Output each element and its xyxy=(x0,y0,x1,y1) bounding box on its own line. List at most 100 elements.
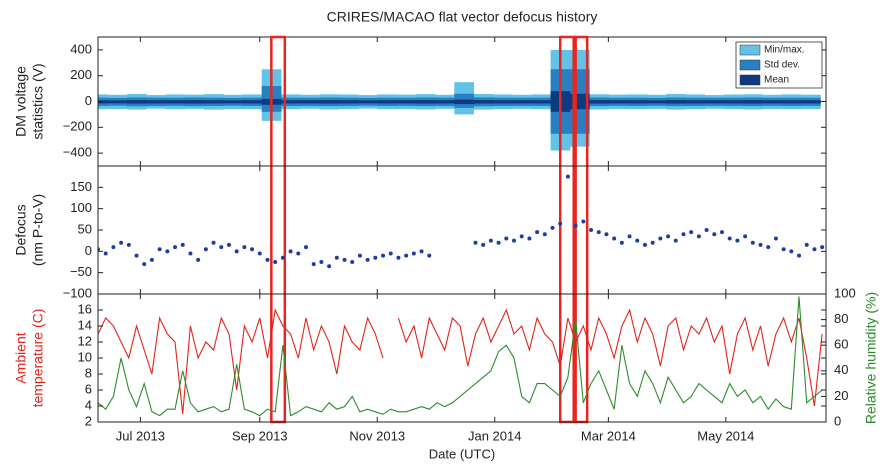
y-tick-label: 0 xyxy=(85,243,92,258)
point xyxy=(357,253,362,258)
point xyxy=(512,238,516,243)
y2-tick-label: 100 xyxy=(834,285,856,300)
band-segment xyxy=(300,100,320,104)
legend-swatch xyxy=(739,74,761,86)
point xyxy=(743,234,748,239)
point xyxy=(473,240,478,245)
point xyxy=(635,238,640,243)
point xyxy=(496,240,501,245)
band-segment xyxy=(646,100,667,104)
point xyxy=(758,242,763,247)
plot-area xyxy=(98,49,821,151)
point xyxy=(619,240,624,245)
point xyxy=(750,240,755,245)
panel-frame xyxy=(97,293,827,423)
point xyxy=(596,230,601,235)
point xyxy=(126,242,131,247)
point xyxy=(319,260,324,264)
point xyxy=(211,240,216,245)
y2-tick-label: 20 xyxy=(834,388,848,403)
point xyxy=(727,236,732,241)
y-tick-label: 100 xyxy=(70,200,92,215)
point xyxy=(789,249,794,254)
y2-axis-label: Relative humidity (%) xyxy=(863,292,879,424)
point xyxy=(342,257,347,262)
band-segment xyxy=(492,100,513,104)
band-segment xyxy=(242,100,263,104)
y-tick-label: 2 xyxy=(85,413,92,428)
band-segment xyxy=(589,100,609,104)
legend-swatch xyxy=(739,44,761,56)
y-tick-label: −50 xyxy=(70,264,92,279)
point xyxy=(481,242,486,247)
point xyxy=(327,264,332,269)
y-axis-label: statistics (V) xyxy=(30,63,46,139)
y-tick-label: −400 xyxy=(63,145,92,160)
point xyxy=(311,262,316,267)
point xyxy=(612,236,617,241)
point xyxy=(157,247,162,252)
panel-frame xyxy=(97,165,827,295)
point xyxy=(773,236,778,241)
y-axis-label: Ambient xyxy=(13,332,29,383)
y-tick-label: 14 xyxy=(78,317,92,332)
y-tick-label: −100 xyxy=(63,285,92,300)
band-segment xyxy=(184,100,205,104)
point xyxy=(581,219,586,224)
x-axis-label: Date (UTC) xyxy=(429,446,495,461)
point xyxy=(404,253,409,258)
x-tick-label: May 2014 xyxy=(697,428,754,443)
point xyxy=(488,238,493,243)
band-segment xyxy=(165,100,186,104)
point xyxy=(273,260,278,264)
point xyxy=(288,249,293,254)
y2-tick-label: 40 xyxy=(834,362,848,377)
point xyxy=(226,242,231,247)
point xyxy=(149,257,154,262)
point xyxy=(304,245,308,250)
point xyxy=(411,251,416,256)
band-segment xyxy=(358,100,378,104)
point xyxy=(535,230,540,235)
band-segment xyxy=(531,100,552,104)
point xyxy=(396,255,401,260)
band-segment xyxy=(454,99,475,105)
band-segment xyxy=(627,100,648,104)
x-tick-label: Nov 2013 xyxy=(349,428,405,443)
band-segment xyxy=(280,100,301,104)
point xyxy=(781,247,786,252)
point xyxy=(180,242,185,247)
y-tick-label: 12 xyxy=(78,333,92,348)
y-axis-label: DM voltage xyxy=(13,66,29,137)
y-axis-label: temperature (C) xyxy=(30,309,46,408)
band-segment xyxy=(338,100,359,104)
y2-tick-label: 0 xyxy=(834,413,841,428)
point xyxy=(589,228,594,232)
y2-tick-label: 60 xyxy=(834,337,848,352)
point xyxy=(173,245,178,250)
point xyxy=(797,253,802,258)
point xyxy=(203,247,208,252)
point xyxy=(296,251,301,256)
band-segment xyxy=(685,100,706,104)
band-segment xyxy=(512,100,532,104)
band-segment xyxy=(98,100,109,104)
band-segment xyxy=(415,100,436,104)
point xyxy=(712,232,717,237)
point xyxy=(542,232,547,237)
point xyxy=(250,247,255,252)
band-segment xyxy=(319,100,340,104)
band-segment xyxy=(435,100,455,104)
point xyxy=(373,255,378,260)
point xyxy=(142,262,147,267)
point xyxy=(111,245,116,250)
y-tick-label: 50 xyxy=(78,221,92,236)
point xyxy=(804,242,809,247)
point xyxy=(103,251,108,256)
point xyxy=(350,260,355,264)
band-segment xyxy=(723,100,744,104)
point xyxy=(696,234,701,239)
point xyxy=(573,223,578,228)
point xyxy=(558,221,563,226)
band-segment xyxy=(223,100,243,104)
